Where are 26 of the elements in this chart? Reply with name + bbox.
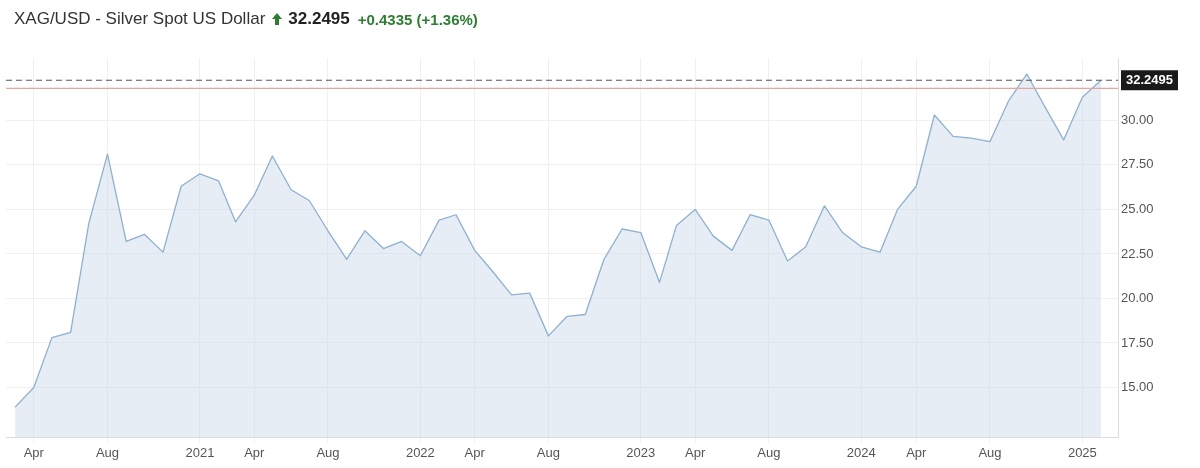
y-tick-label: 20.00 xyxy=(1121,290,1154,306)
text: 32.2495 xyxy=(288,9,350,29)
x-tick-label: Apr xyxy=(244,444,266,460)
y-tick-label: 15.00 xyxy=(1121,379,1154,395)
y-tick-label: 22.50 xyxy=(1121,245,1154,261)
x-tick-label: Apr xyxy=(23,444,45,460)
y-tick-label: 30.00 xyxy=(1121,111,1154,127)
x-tick-label: Apr xyxy=(464,444,486,460)
x-tick-label: Apr xyxy=(906,444,928,460)
x-tick-label: Aug xyxy=(978,444,1002,460)
chart-title: XAG/USD - Silver Spot US Dollar xyxy=(14,9,266,29)
x-tick-label: 2021 xyxy=(185,444,215,460)
x-tick-label: 2025 xyxy=(1067,444,1097,460)
y-tick-label: 17.50 xyxy=(1121,334,1154,350)
x-tick-label: Aug xyxy=(316,444,340,460)
x-tick-label: 2024 xyxy=(846,444,876,460)
y-tick-label: 25.00 xyxy=(1121,200,1154,216)
y-tick-label: 27.50 xyxy=(1121,156,1154,172)
x-tick-label: Aug xyxy=(536,444,560,460)
x-tick-label: 2022 xyxy=(405,444,435,460)
text: +0.4335 (+1.36%) xyxy=(357,10,478,28)
x-tick-label: 2023 xyxy=(626,444,656,460)
ref-line-label: 32.2495 xyxy=(1126,71,1173,87)
x-tick-label: Aug xyxy=(95,444,120,460)
x-tick-label: Aug xyxy=(757,444,781,460)
x-tick-label: Apr xyxy=(685,444,706,460)
